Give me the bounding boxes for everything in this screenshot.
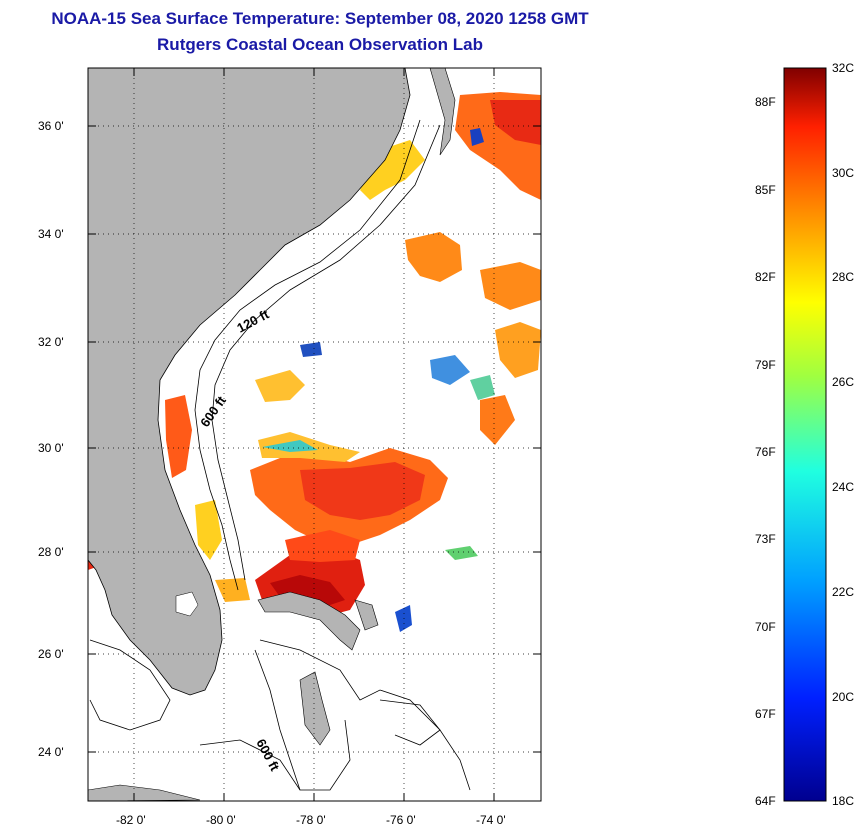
map-subtitle: Rutgers Coastal Ocean Observation Lab — [157, 35, 483, 54]
colorbar-fahrenheit-label: 82F — [755, 270, 776, 284]
lon-label: -76 0' — [386, 813, 416, 827]
lon-label: -78 0' — [296, 813, 326, 827]
map-area — [88, 68, 541, 801]
bathymetry-contours — [89, 119, 471, 791]
colorbar: 32C 30C 28C 26C 24C 22C 20C 18C 88F 85F … — [755, 61, 854, 808]
lon-label: -74 0' — [476, 813, 506, 827]
frame-ticks — [88, 68, 541, 801]
colorbar-celsius-label: 26C — [832, 375, 854, 389]
colorbar-fahrenheit-label: 70F — [755, 620, 776, 634]
colorbar-fahrenheit-label: 76F — [755, 445, 776, 459]
lat-label: 36 0' — [38, 119, 64, 133]
lon-label: -82 0' — [116, 813, 146, 827]
colorbar-gradient — [783, 67, 827, 802]
longitude-labels: -82 0' -80 0' -78 0' -76 0' -74 0' — [116, 813, 506, 827]
lat-label: 28 0' — [38, 545, 64, 559]
lat-label: 26 0' — [38, 647, 64, 661]
lat-label: 34 0' — [38, 227, 64, 241]
lat-label: 24 0' — [38, 745, 64, 759]
colorbar-fahrenheit-label: 79F — [755, 358, 776, 372]
lat-label: 32 0' — [38, 335, 64, 349]
colorbar-celsius-label: 18C — [832, 794, 854, 808]
lon-label: -80 0' — [206, 813, 236, 827]
land — [88, 68, 456, 801]
colorbar-celsius-label: 30C — [832, 166, 854, 180]
colorbar-celsius-label: 20C — [832, 690, 854, 704]
colorbar-fahrenheit-label: 64F — [755, 794, 776, 808]
colorbar-celsius-label: 24C — [832, 480, 854, 494]
colorbar-fahrenheit-label: 73F — [755, 532, 776, 546]
colorbar-celsius-label: 28C — [832, 270, 854, 284]
colorbar-celsius-label: 22C — [832, 585, 854, 599]
colorbar-fahrenheit-label: 67F — [755, 707, 776, 721]
map-title: NOAA-15 Sea Surface Temperature: Septemb… — [51, 9, 589, 28]
colorbar-fahrenheit-label: 85F — [755, 183, 776, 197]
latitude-labels: 36 0' 34 0' 32 0' 30 0' 28 0' 26 0' 24 0… — [38, 119, 64, 759]
colorbar-celsius-label: 32C — [832, 61, 854, 75]
graticule — [88, 68, 541, 801]
lat-label: 30 0' — [38, 441, 64, 455]
colorbar-fahrenheit-label: 88F — [755, 95, 776, 109]
